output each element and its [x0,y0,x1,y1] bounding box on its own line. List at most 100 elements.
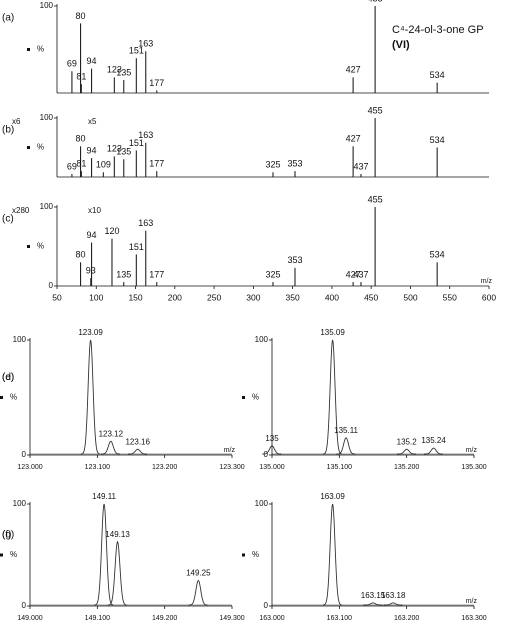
y-tick-label: 100 [255,335,269,344]
x-tick-label: 400 [325,292,339,302]
y-axis-label: % [252,393,259,402]
peak-label: 151 [129,46,144,56]
x-tick-label: 123.000 [17,464,42,471]
peak-label: 135.24 [421,436,446,445]
x-tick-label: 163.300 [461,615,486,622]
peak-label: 455 [368,194,383,204]
y-axis-marker [0,553,3,557]
peak-label: 163.18 [381,591,406,600]
peak-label: 94 [87,230,97,240]
panel-label: (b) [2,125,14,136]
peak-profile [322,339,342,455]
x-tick-label: 500 [403,292,417,302]
y-tick-label: 100 [40,113,54,122]
x-axis-label: m/z [224,447,236,454]
peak-label: 455 [368,0,383,3]
peak-label: 163 [138,130,153,140]
peak-label: 135.2 [397,437,418,446]
peak-label: 163.15 [361,591,386,600]
peak-label: 534 [430,70,445,80]
x-tick-label: 350 [286,292,300,302]
multiplier: x280 [12,206,30,215]
peak-label: 94 [87,145,97,155]
y-axis-marker [0,396,3,399]
peak-profile [188,579,208,606]
peak-label: 120 [104,226,119,236]
panel-label: (f) [2,530,11,541]
peak-label: 109 [96,160,111,170]
peak-label: 151 [129,138,144,148]
y-axis-label: % [10,550,17,559]
x-tick-label: 150 [128,292,142,302]
peak-label: 455 [368,105,383,115]
y-axis-marker [242,396,245,399]
peak-label: 325 [265,160,280,170]
multiplier: x10 [88,206,101,215]
x-axis-label: m/z [466,598,478,605]
peak-label: 177 [149,269,164,279]
peak-label: 135 [265,434,279,443]
x-tick-label: 250 [207,292,221,302]
annotation-title: C⁴-24-ol-3-one GP [392,24,484,36]
y-tick-label: 0 [264,450,269,459]
x-tick-label: 149.000 [17,615,42,622]
peak-label: 149.13 [105,530,130,539]
peak-profile [262,445,282,455]
y-axis-marker [27,245,30,248]
peak-label: 69 [67,161,77,171]
peak-label: 69 [67,59,77,69]
peak-label: 534 [430,250,445,260]
y-tick-label: 0 [22,601,27,610]
y-tick-label: 0 [49,281,54,290]
y-tick-label: 100 [13,499,27,508]
peak-label: 149.11 [92,492,116,501]
peak-label: 427 [346,134,361,144]
peak-label: 80 [76,134,86,144]
multiplier: x6 [12,117,21,126]
x-tick-label: 450 [364,292,378,302]
peak-profile [128,448,147,455]
peak-label: 123.12 [99,429,124,438]
peak-profile [107,540,127,606]
multiplier: x5 [88,117,97,126]
x-axis-label: m/z [466,447,478,454]
peak-label: 163 [138,39,153,49]
peak-label: 177 [149,78,164,88]
peak-label: 81 [76,158,86,168]
y-axis-marker [242,553,245,557]
peak-label: 163 [138,218,153,228]
peak-label: 437 [353,269,368,279]
peak-label: 427 [346,269,361,279]
x-tick-label: 149.200 [152,615,177,622]
peak-label: 427 [346,65,361,75]
annotation-subtitle: (VI) [392,39,410,51]
y-axis-label: % [37,143,44,152]
peak-label: 123 [107,65,122,75]
peak-label: 135 [116,269,131,279]
y-tick-label: 100 [13,335,27,344]
x-tick-label: 135.100 [327,464,352,471]
x-tick-label: 550 [443,292,457,302]
peak-profile [423,447,443,455]
y-axis-label: % [37,45,44,54]
panel-label: (d) [2,372,14,383]
x-tick-label: 123.100 [85,464,110,471]
y-tick-label: 100 [40,1,54,10]
y-axis-marker [27,48,30,51]
peak-label: 123.09 [78,328,103,337]
x-tick-label: 50 [52,292,62,302]
peak-profile [101,440,121,455]
x-tick-label: 163.100 [327,615,352,622]
peak-label: 151 [129,242,144,252]
peak-label: 81 [76,72,86,82]
peak-profile [322,503,342,606]
peak-label: 353 [287,158,302,168]
peak-profile [383,602,403,606]
peak-profile [363,602,383,606]
x-tick-label: 135.000 [259,464,284,471]
peak-profile [336,437,356,455]
y-axis-label: % [37,242,44,251]
y-tick-label: 0 [264,601,269,610]
y-axis-label: % [10,393,17,402]
